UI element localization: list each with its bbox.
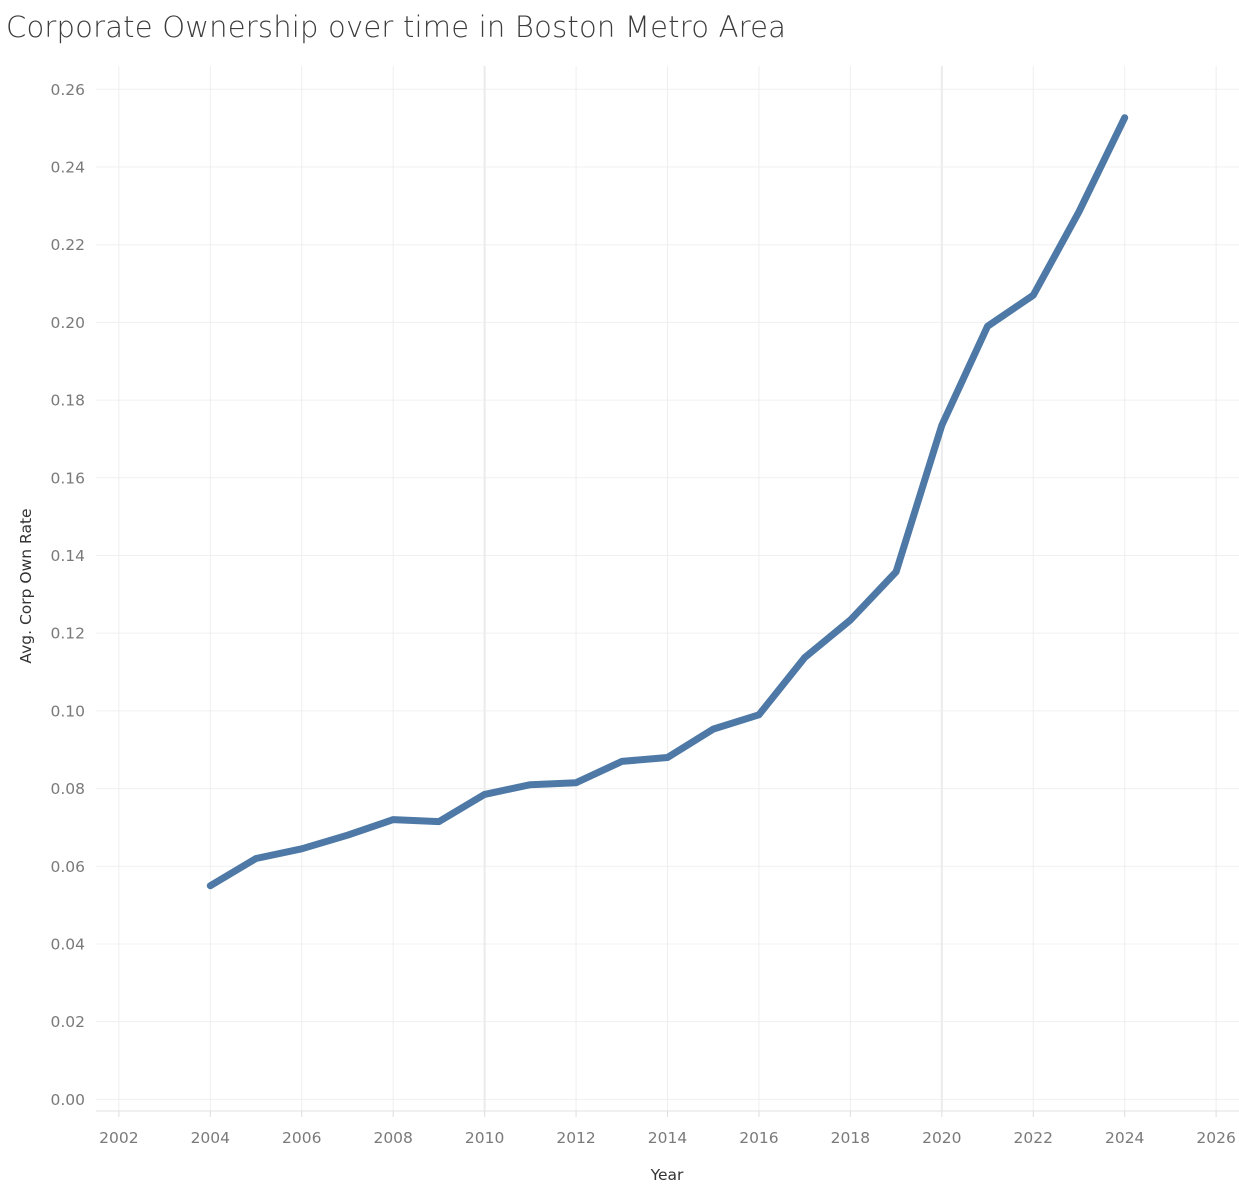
data-point (344, 832, 350, 838)
y-tick-label: 0.04 (50, 935, 85, 953)
data-point (710, 726, 716, 732)
series-line (206, 114, 1129, 890)
y-tick-label: 0.20 (50, 314, 85, 332)
x-tick-label: 2020 (922, 1129, 961, 1147)
data-point (390, 817, 396, 823)
grid-layer (96, 66, 1239, 1111)
y-tick-label: 0.10 (50, 702, 85, 720)
y-tick-label: 0.26 (50, 81, 85, 99)
data-point (1030, 292, 1036, 298)
x-tick-label: 2024 (1105, 1129, 1144, 1147)
y-tick-label: 0.06 (50, 858, 85, 876)
y-axis-label: Avg. Corp Own Rate (17, 508, 35, 663)
data-point (985, 323, 991, 329)
data-point (436, 819, 442, 825)
x-tick-label: 2004 (191, 1129, 230, 1147)
data-point (207, 883, 213, 889)
x-tick-label: 2002 (99, 1129, 138, 1147)
data-point (527, 782, 533, 788)
x-tick-label: 2018 (831, 1129, 870, 1147)
y-tick-label: 0.22 (50, 236, 85, 254)
y-tick-label: 0.18 (50, 392, 85, 410)
x-tick-label: 2008 (373, 1129, 412, 1147)
x-tick-label: 2022 (1014, 1129, 1053, 1147)
x-tick-label: 2006 (282, 1129, 321, 1147)
data-point (802, 655, 808, 661)
data-point (299, 846, 305, 852)
data-point (573, 780, 579, 786)
axis-layer: 0.00 0.02 0.04 0.06 0.08 0.10 0.12 0.14 0.16 0.18… (50, 81, 1239, 1147)
y-tick-label: 0.02 (50, 1013, 85, 1031)
x-axis-label: Year (650, 1166, 684, 1184)
y-tick-label: 0.12 (50, 625, 85, 643)
series-layer (206, 114, 1129, 890)
data-point (756, 712, 762, 718)
x-tick-label: 2012 (556, 1129, 595, 1147)
x-tick-label: 2014 (648, 1129, 687, 1147)
x-tick-label: 2026 (1196, 1129, 1235, 1147)
data-point (665, 754, 671, 760)
data-point (1122, 115, 1128, 121)
data-point (939, 422, 945, 428)
y-tick-label: 0.14 (50, 547, 85, 565)
chart-title: Corporate Ownership over time in Boston … (6, 10, 787, 44)
y-tick-label: 0.24 (50, 159, 85, 177)
data-point (847, 617, 853, 623)
data-point (253, 855, 259, 861)
y-tick-label: 0.00 (50, 1091, 85, 1109)
data-point (619, 758, 625, 764)
y-tick-label: 0.16 (50, 469, 85, 487)
x-tick-label: 2016 (739, 1129, 778, 1147)
data-point (482, 791, 488, 797)
x-tick-label: 2010 (465, 1129, 504, 1147)
y-tick-label: 0.08 (50, 780, 85, 798)
data-point (893, 569, 899, 575)
data-point (1076, 209, 1082, 215)
